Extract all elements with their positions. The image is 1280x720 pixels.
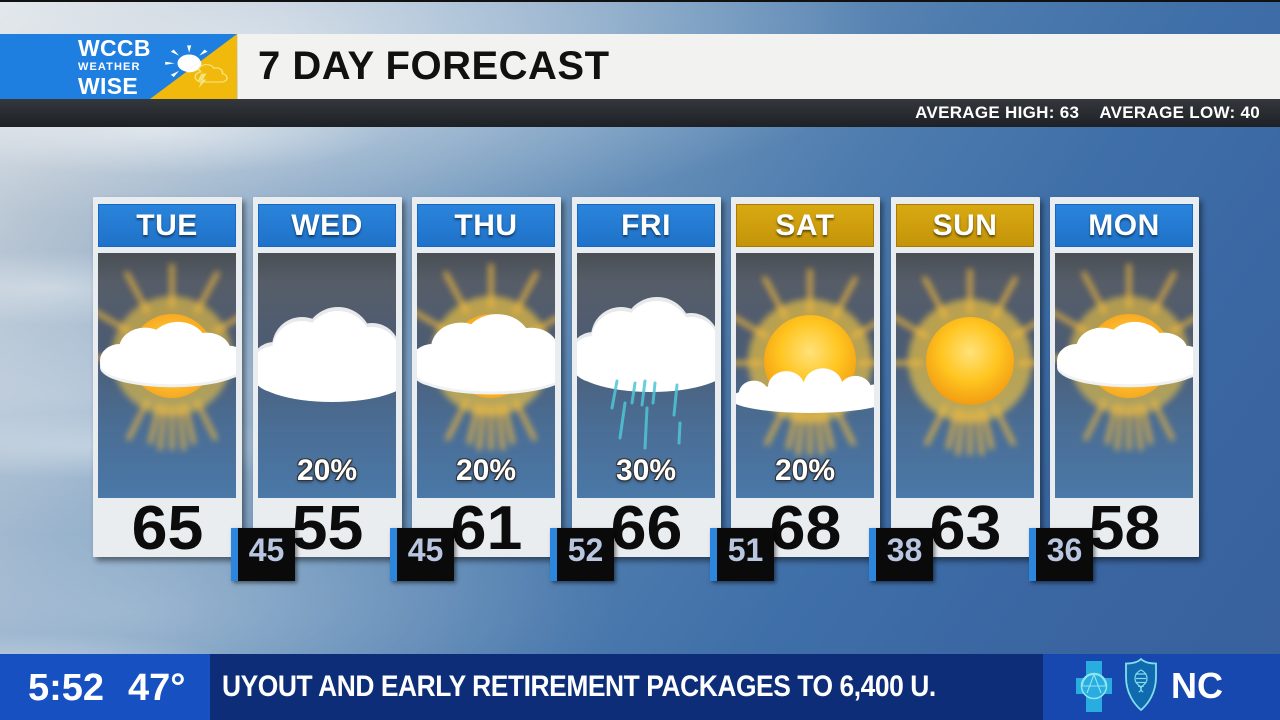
svg-text:NC: NC <box>1171 665 1223 706</box>
